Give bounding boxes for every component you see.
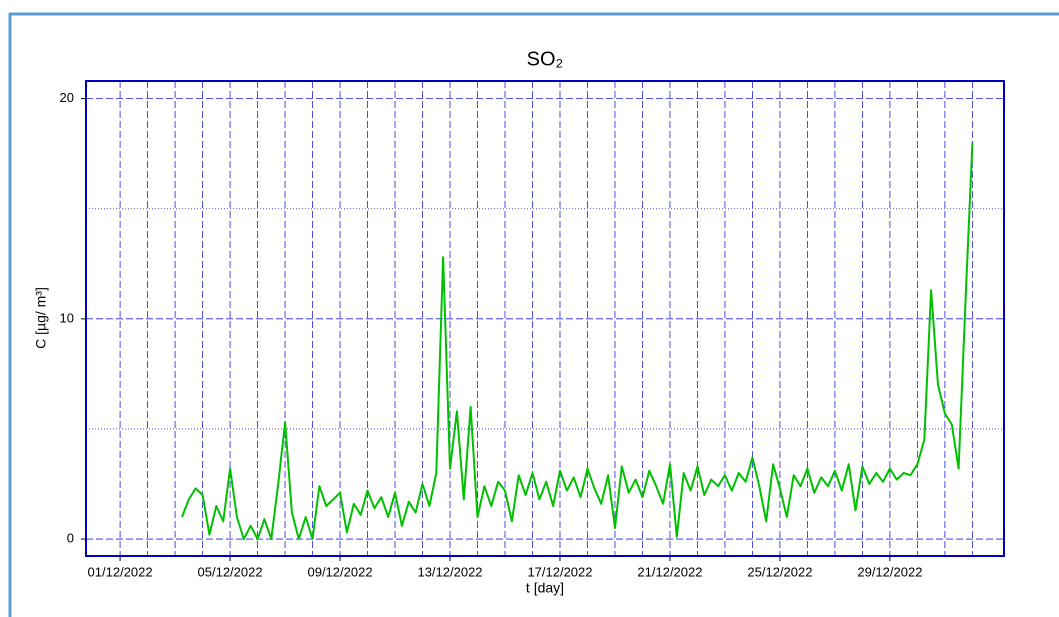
y-tick-label: 0 — [67, 530, 74, 545]
x-tick-label: 29/12/2022 — [857, 564, 922, 579]
x-tick-label: 25/12/2022 — [747, 564, 812, 579]
x-tick-label: 01/12/2022 — [88, 564, 153, 579]
plot-frame — [85, 80, 1005, 557]
x-tick-label: 17/12/2022 — [527, 564, 592, 579]
y-axis-label: C [µg/ m³] — [33, 287, 49, 349]
y-tick-label: 20 — [60, 90, 74, 105]
x-axis-label: t [day] — [526, 580, 564, 596]
x-tick-label: 13/12/2022 — [417, 564, 482, 579]
window-frame — [8, 12, 1059, 617]
y-tick-label: 10 — [60, 310, 74, 325]
x-tick-label: 05/12/2022 — [198, 564, 263, 579]
x-tick-label: 09/12/2022 — [307, 564, 372, 579]
data-line — [181, 142, 974, 540]
x-tick-label: 21/12/2022 — [637, 564, 702, 579]
chart-title: SO₂ — [527, 48, 564, 70]
